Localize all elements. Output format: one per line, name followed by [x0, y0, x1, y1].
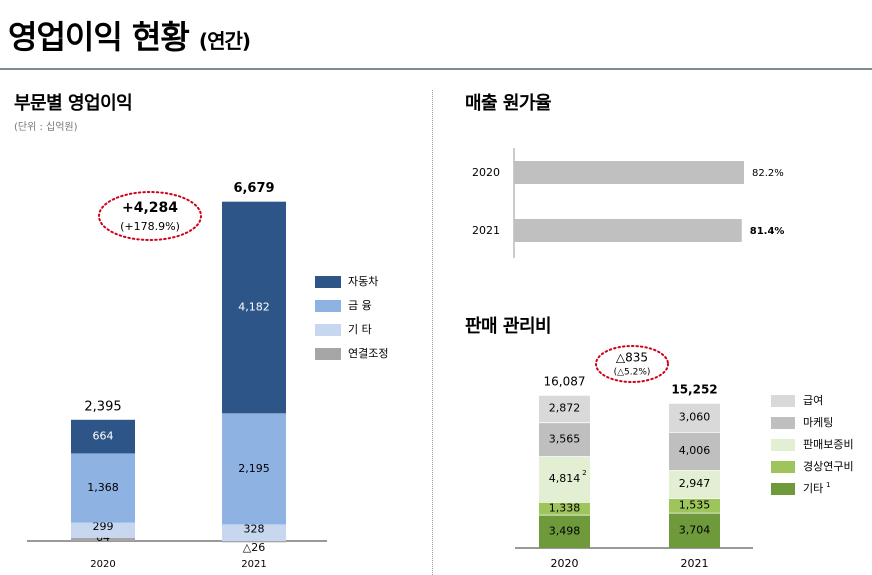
label-other-2020: 299 — [93, 520, 114, 533]
x-tick-sga-2020: 2020 — [551, 557, 579, 570]
bar-warranty-2020 — [539, 456, 590, 503]
legend-swatch-other — [315, 324, 341, 336]
legend-label-consolidation: 연결조정 — [348, 347, 388, 360]
segment-chart-title: 부문별 영업이익 — [14, 93, 133, 114]
legend-swatch-rnd — [771, 461, 795, 473]
legend-swatch-marketing — [771, 417, 795, 429]
bar-consolidation-2021 — [222, 541, 286, 543]
bar-rnd-2021 — [669, 498, 720, 513]
legend-label-marketing: 마케팅 — [803, 416, 833, 429]
legend-swatch-finance — [315, 300, 341, 312]
bar-marketing-2021 — [669, 432, 720, 471]
bar-other-2020 — [71, 522, 135, 538]
bar-other-2021 — [222, 524, 286, 541]
y-tick-2021: 2021 — [472, 224, 500, 237]
label-finance-2020: 1,368 — [87, 481, 119, 494]
bar-auto-2020 — [71, 419, 135, 454]
legend-swatch-consolidation — [315, 348, 341, 360]
section-divider — [432, 90, 433, 575]
bar-auto-2021 — [222, 201, 286, 414]
bar-sga_other-2020 — [539, 514, 590, 548]
label-cost-2020: 82.2% — [752, 168, 784, 179]
change-value-sga: △835 — [616, 351, 648, 365]
bar-rnd-2020 — [539, 502, 590, 515]
change-pct-sga: (△5.2%) — [614, 368, 651, 378]
cost-ratio-title: 매출 원가율 — [465, 93, 552, 114]
label-superscript-warranty-2020: 2 — [582, 469, 586, 477]
bar-finance-2020 — [71, 453, 135, 523]
y-tick-2020: 2020 — [472, 166, 500, 179]
total-label-2021: 6,679 — [233, 181, 274, 196]
change-pct: (+178.9%) — [120, 220, 180, 233]
total-label-sga-2020: 16,087 — [544, 375, 586, 389]
legend-label-rnd: 경상연구비 — [803, 460, 854, 473]
legend-label-finance: 금 융 — [348, 299, 372, 312]
legend-swatch-warranty — [771, 439, 795, 451]
label-sga_other-2021: 3,704 — [679, 523, 711, 536]
sga-title: 판매 관리비 — [465, 316, 552, 337]
change-bubble — [98, 191, 202, 241]
label-other-2021: 328 — [244, 523, 265, 536]
label-cost-2021: 81.4% — [750, 226, 785, 237]
label-salaries-2020: 2,872 — [549, 402, 581, 415]
label-finance-2021: 2,195 — [238, 462, 270, 475]
legend-superscript-sga_other: 1 — [826, 481, 830, 489]
label-auto-2021: 4,182 — [238, 301, 270, 314]
bar-warranty-2021 — [669, 470, 720, 499]
label-consolidation-2021: △26 — [243, 541, 265, 554]
bar-cost-2021 — [514, 219, 742, 242]
legend-label-other: 기 타 — [348, 323, 372, 336]
label-warranty-2021: 2,947 — [679, 477, 711, 490]
page-title: 영업이익 현황 (연간) — [8, 18, 251, 56]
change-value: +4,284 — [122, 200, 178, 216]
legend-swatch-auto — [315, 276, 341, 288]
label-marketing-2020: 3,565 — [549, 432, 581, 445]
legend-label-auto: 자동차 — [348, 275, 378, 288]
bar-sga_other-2021 — [669, 512, 720, 548]
label-marketing-2021: 4,006 — [679, 444, 711, 457]
total-label-sga-2021: 15,252 — [671, 382, 717, 396]
legend-swatch-sga_other — [771, 483, 795, 495]
unit-label: (단위 : 십억원) — [14, 122, 78, 133]
label-sga_other-2020: 3,498 — [549, 524, 581, 537]
total-label-2020: 2,395 — [84, 399, 121, 414]
x-tick-sga-2021: 2021 — [681, 557, 709, 570]
legend-label-salaries: 급여 — [803, 394, 823, 407]
x-tick-2020: 2020 — [90, 559, 115, 570]
label-warranty-2020: 4,814 — [549, 472, 581, 485]
label-salaries-2021: 3,060 — [679, 410, 711, 423]
change-bubble-sga — [595, 345, 669, 383]
legend-swatch-salaries — [771, 395, 795, 407]
bar-salaries-2020 — [539, 395, 590, 423]
x-tick-2021: 2021 — [241, 559, 266, 570]
title-rule — [0, 68, 872, 70]
label-rnd-2020: 1,338 — [549, 501, 581, 514]
label-rnd-2021: 1,535 — [679, 498, 711, 511]
bar-consolidation-2020 — [71, 537, 135, 541]
bar-finance-2021 — [222, 413, 286, 525]
legend-label-sga_other: 기타 — [803, 482, 823, 495]
bar-cost-2020 — [514, 161, 744, 184]
label-auto-2020: 664 — [93, 430, 114, 443]
bar-salaries-2021 — [669, 402, 720, 433]
bar-marketing-2020 — [539, 422, 590, 457]
legend-label-warranty: 판매보증비 — [803, 438, 854, 451]
